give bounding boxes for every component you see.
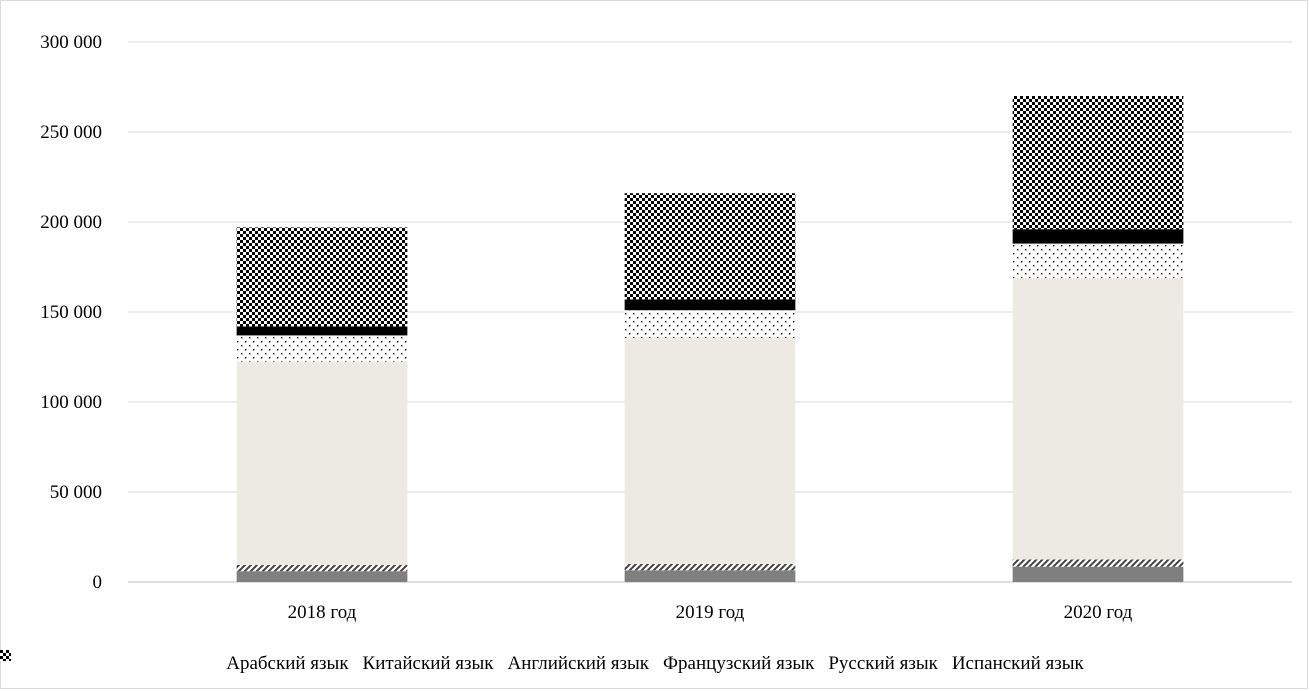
legend-label: Русский язык bbox=[828, 653, 938, 674]
bar-segment bbox=[236, 564, 408, 572]
bar-segment bbox=[624, 310, 796, 339]
x-tick-label: 2018 год bbox=[288, 602, 357, 623]
legend-item: Китайский язык bbox=[0, 650, 494, 675]
bar-segment bbox=[1012, 566, 1184, 582]
x-tick-label: 2020 год bbox=[1064, 602, 1133, 623]
bar-segment bbox=[1012, 559, 1184, 567]
bar-segment bbox=[624, 338, 796, 564]
bar-segment bbox=[1012, 243, 1184, 278]
y-tick-label: 0 bbox=[93, 572, 103, 593]
bar-segment bbox=[624, 193, 796, 300]
bar-segment bbox=[1012, 277, 1184, 560]
legend-swatch bbox=[0, 650, 11, 661]
bar-segment bbox=[236, 361, 408, 565]
legend-item: Русский язык bbox=[0, 650, 938, 675]
y-tick-label: 50 000 bbox=[50, 482, 102, 503]
legend-label: Арабский язык bbox=[226, 653, 349, 674]
legend-label: Испанский язык bbox=[951, 653, 1084, 674]
y-tick-label: 150 000 bbox=[40, 302, 102, 323]
x-axis-ticks: 2018 год 2019 год 2020 год bbox=[288, 602, 1133, 623]
stacked-bar-chart: 0 50 000 100 000 150 000 200 000 250 000 300 0… bbox=[40, 32, 1292, 623]
x-tick-label: 2019 год bbox=[676, 602, 745, 623]
y-tick-label: 250 000 bbox=[40, 122, 102, 143]
bar-segment bbox=[624, 299, 796, 311]
legend-label: Английский язык bbox=[507, 653, 650, 674]
bar-segment bbox=[624, 570, 796, 582]
bar-segment bbox=[236, 335, 408, 362]
bar-segment bbox=[236, 227, 408, 327]
bar-segment bbox=[1012, 229, 1184, 244]
legend-item: Испанский язык bbox=[0, 650, 1084, 675]
legend-item: Английский язык bbox=[0, 650, 650, 675]
bars bbox=[236, 96, 1184, 582]
bar-segment bbox=[236, 326, 408, 336]
legend-item: Арабский язык bbox=[0, 650, 349, 675]
bar-segment bbox=[1012, 96, 1184, 230]
y-tick-label: 300 000 bbox=[40, 32, 102, 53]
bar-segment bbox=[624, 564, 796, 571]
y-tick-label: 100 000 bbox=[40, 392, 102, 413]
legend-label: Французский язык bbox=[663, 653, 815, 674]
y-axis-ticks: 0 50 000 100 000 150 000 200 000 250 000 300 0… bbox=[40, 32, 102, 593]
legend-item: Французский язык bbox=[0, 650, 815, 675]
legend-label: Китайский язык bbox=[362, 653, 494, 674]
bar-segment bbox=[236, 571, 408, 582]
y-tick-label: 200 000 bbox=[40, 212, 102, 233]
legend: Арабский язык Китайский язык Английский яз… bbox=[0, 650, 1310, 678]
